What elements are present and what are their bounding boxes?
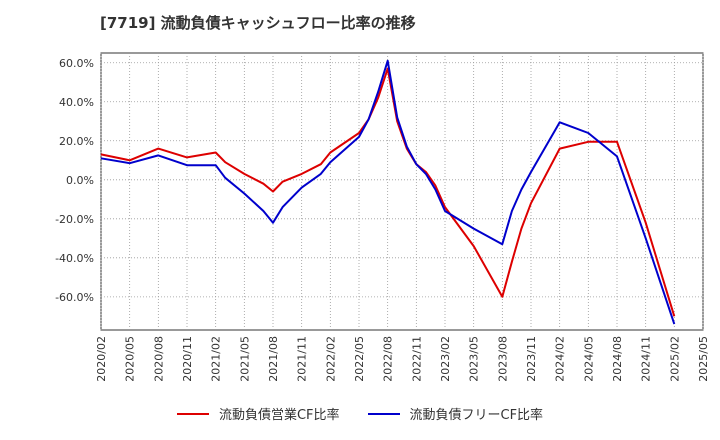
- plot-frame: [100, 52, 704, 331]
- legend-swatch-free-cf: [367, 412, 400, 415]
- x-tick-label: 2024/08: [611, 336, 624, 382]
- legend-item-operating-cf: 流動負債営業CF比率: [176, 404, 340, 423]
- x-tick-label: 2022/02: [324, 336, 337, 382]
- x-tick-label: 2024/05: [582, 336, 595, 382]
- x-tick-label: 2023/08: [496, 336, 509, 382]
- legend-label-free-cf: 流動負債フリーCF比率: [409, 408, 544, 423]
- x-tick-label: 2025/05: [697, 336, 710, 382]
- x-tick-label: 2022/11: [410, 336, 423, 382]
- y-tick-label: 0.0%: [66, 174, 94, 187]
- legend: 流動負債営業CF比率 流動負債フリーCF比率: [0, 404, 720, 423]
- y-tick-label: 40.0%: [59, 96, 94, 109]
- x-tick-label: 2020/02: [95, 336, 108, 382]
- y-tick-label: -60.0%: [55, 291, 94, 304]
- legend-label-operating-cf: 流動負債営業CF比率: [218, 408, 340, 423]
- x-tick-label: 2022/05: [353, 336, 366, 382]
- series-line-free-cf: [100, 59, 676, 325]
- x-tick-label: 2022/08: [382, 336, 395, 382]
- x-tick-label: 2021/11: [296, 336, 309, 382]
- x-tick-label: 2021/02: [210, 336, 223, 382]
- x-tick-label: 2023/05: [468, 336, 481, 382]
- y-tick-label: -20.0%: [55, 213, 94, 226]
- x-tick-label: 2020/11: [181, 336, 194, 382]
- x-tick-label: 2021/08: [267, 336, 280, 382]
- chart-title: [7719] 流動負債キャッシュフロー比率の推移: [100, 14, 416, 32]
- x-tick-label: 2025/02: [668, 336, 681, 382]
- legend-swatch-operating-cf: [176, 412, 209, 415]
- x-tick-label: 2023/11: [525, 336, 538, 382]
- x-tick-label: 2021/05: [238, 336, 251, 382]
- y-tick-label: 60.0%: [59, 57, 94, 70]
- legend-item-free-cf: 流動負債フリーCF比率: [367, 404, 544, 423]
- x-tick-label: 2020/08: [152, 336, 165, 382]
- x-tick-label: 2024/11: [640, 336, 653, 382]
- x-tick-label: 2024/02: [554, 336, 567, 382]
- series-line-operating-cf: [100, 67, 676, 317]
- y-tick-label: -40.0%: [55, 252, 94, 265]
- x-tick-label: 2020/05: [124, 336, 137, 382]
- y-tick-label: 20.0%: [59, 135, 94, 148]
- x-tick-label: 2023/02: [439, 336, 452, 382]
